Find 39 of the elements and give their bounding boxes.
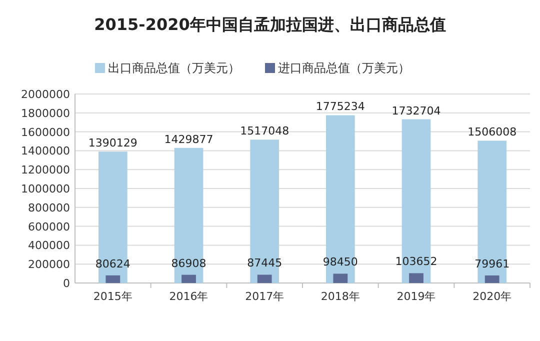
bar	[333, 274, 348, 283]
data-label: 1775234	[316, 100, 365, 114]
y-tick-label: 1400000	[21, 144, 70, 158]
data-label: 79961	[474, 257, 510, 270]
y-tick-label: 1200000	[21, 164, 70, 177]
data-label: 86908	[171, 256, 206, 270]
y-tick-label: 200000	[28, 258, 70, 272]
y-tick-label: 2000000	[21, 88, 70, 101]
bar	[174, 148, 204, 283]
bar	[257, 274, 272, 283]
legend-label: 进口商品总值（万美元）	[278, 61, 410, 75]
data-label: 1506008	[468, 126, 517, 139]
x-tick-label: 2020年	[472, 290, 512, 303]
legend-label: 出口商品总值（万美元）	[108, 61, 240, 75]
data-label: 103652	[395, 255, 438, 268]
x-tick-label: 2019年	[396, 290, 436, 303]
data-label: 80624	[95, 257, 130, 270]
x-tick-label: 2015年	[93, 290, 132, 303]
y-tick-label: 1800000	[21, 106, 70, 120]
data-label: 1517048	[240, 124, 290, 138]
data-label: 87445	[247, 256, 282, 270]
data-label: 1732704	[392, 104, 441, 118]
data-label: 1429877	[164, 132, 214, 146]
y-tick-label: 600000	[28, 220, 70, 234]
y-tick-label: 0	[63, 277, 70, 290]
chart-title: 2015-2020年中国自孟加拉国进、出口商品总值	[94, 15, 446, 34]
y-tick-label: 800000	[28, 201, 70, 214]
x-tick-label: 2017年	[245, 290, 284, 303]
data-label: 1390129	[88, 136, 138, 150]
data-label: 98450	[322, 256, 358, 269]
bar	[484, 275, 500, 283]
bar	[106, 275, 120, 283]
x-tick-label: 2016年	[169, 290, 208, 303]
bar	[409, 273, 424, 283]
y-tick-label: 400000	[28, 239, 70, 252]
y-tick-label: 1000000	[21, 182, 70, 196]
y-tick-label: 1600000	[21, 126, 70, 139]
bar	[182, 274, 196, 283]
x-tick-label: 2018年	[320, 290, 360, 303]
